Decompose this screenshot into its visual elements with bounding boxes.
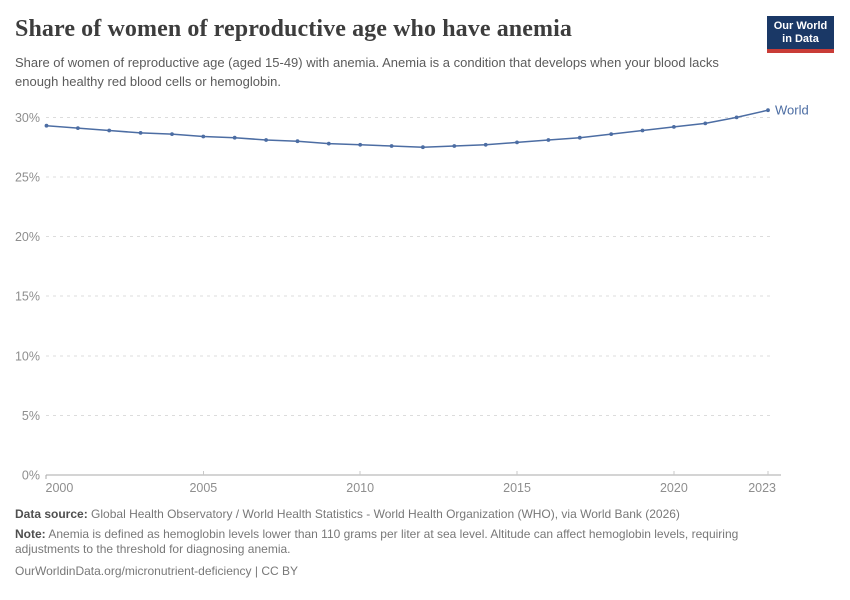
data-point[interactable] — [515, 140, 519, 145]
chart-subtitle: Share of women of reproductive age (aged… — [15, 55, 719, 89]
world-line[interactable] — [45, 109, 769, 148]
data-source-line: Data source: Global Health Observatory /… — [15, 507, 820, 522]
data-point[interactable] — [452, 144, 457, 148]
y-axis-tick-label: 5% — [22, 409, 40, 423]
data-point[interactable] — [421, 145, 425, 150]
chart-footer: Data source: Global Health Observatory /… — [15, 507, 820, 584]
data-point[interactable] — [138, 131, 143, 135]
data-point[interactable] — [44, 123, 49, 128]
citation-line: OurWorldinData.org/micronutrient-deficie… — [15, 564, 298, 578]
owid-logo[interactable]: Our World in Data — [767, 16, 834, 53]
y-axis-tick-label: 25% — [15, 171, 40, 185]
data-point[interactable] — [703, 121, 708, 126]
x-axis-tick-label: 2023 — [748, 481, 776, 495]
note-text: Anemia is defined as hemoglobin levels l… — [15, 527, 739, 556]
data-point[interactable] — [107, 128, 112, 133]
x-axis-tick-label: 2020 — [660, 481, 688, 495]
data-point[interactable] — [232, 135, 237, 140]
data-point[interactable] — [389, 144, 394, 148]
data-point[interactable] — [76, 126, 80, 130]
data-point[interactable] — [358, 142, 363, 147]
data-point[interactable] — [170, 132, 174, 137]
data-point[interactable] — [546, 138, 551, 142]
owid-logo-text-line2: in Data — [782, 33, 819, 45]
data-point[interactable] — [672, 125, 676, 129]
y-axis-tick-label: 30% — [15, 111, 40, 125]
data-point[interactable] — [609, 132, 614, 137]
data-point[interactable] — [483, 142, 488, 147]
page-title: Share of women of reproductive age who h… — [15, 16, 572, 42]
data-point[interactable] — [264, 138, 268, 142]
x-axis-tick-label: 2015 — [503, 481, 531, 495]
y-axis-tick-label: 15% — [15, 290, 40, 304]
data-point[interactable] — [766, 108, 770, 113]
data-point[interactable] — [577, 135, 582, 140]
y-axis-tick-label: 20% — [15, 230, 40, 244]
data-source-text: Global Health Observatory / World Health… — [91, 507, 680, 521]
x-axis-tick-label: 2005 — [189, 481, 217, 495]
note-line: Note: Anemia is defined as hemoglobin le… — [15, 527, 793, 557]
data-point[interactable] — [640, 128, 645, 133]
data-point[interactable] — [734, 115, 739, 120]
y-axis-tick-label: 0% — [22, 469, 40, 483]
x-axis-tick-label: 2000 — [46, 481, 74, 495]
x-axis-tick-label: 2010 — [346, 481, 374, 495]
data-point[interactable] — [326, 141, 331, 146]
series-label-world[interactable]: World — [775, 103, 809, 118]
owid-logo-text-line1: Our World — [773, 20, 828, 32]
data-point[interactable] — [201, 134, 206, 139]
y-axis-tick-label: 10% — [15, 349, 40, 363]
note-label: Note: — [15, 527, 46, 541]
data-source-label: Data source: — [15, 507, 88, 521]
data-point[interactable] — [295, 139, 300, 144]
